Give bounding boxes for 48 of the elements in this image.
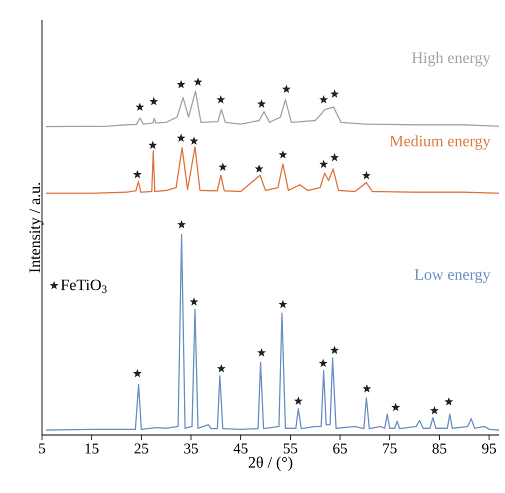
point (278, 150, 288, 159)
point (330, 153, 339, 162)
point (254, 164, 264, 173)
point (444, 397, 454, 406)
point (319, 95, 328, 104)
x-tick-label: 55 (284, 444, 298, 454)
point (148, 140, 158, 149)
point (318, 358, 328, 368)
x-tick-label: 45 (234, 444, 248, 454)
x-axis-title: 2θ / (°) (248, 456, 292, 471)
legend-label: FeTiO$_{3}$ (60, 280, 107, 293)
point (176, 80, 186, 88)
point (190, 136, 198, 145)
point (330, 346, 339, 354)
text: Medium energy (390, 135, 490, 150)
text: High energy (412, 52, 490, 66)
x-tick-label: 5 (39, 444, 46, 454)
x-tick-label: 85 (432, 444, 446, 454)
point (149, 96, 158, 106)
point (278, 300, 288, 308)
point (282, 84, 291, 93)
x-tick-label: 15 (86, 444, 99, 454)
text: Low energy (414, 269, 490, 284)
x-tick-label: 75 (383, 444, 397, 454)
point (194, 78, 202, 86)
point (216, 95, 226, 104)
x-tick-label: 35 (184, 444, 198, 454)
point (257, 348, 266, 356)
point (294, 396, 303, 405)
x-tick-label: 25 (134, 444, 148, 454)
point (257, 99, 266, 108)
point (362, 171, 371, 180)
point (177, 220, 186, 228)
point (330, 90, 339, 98)
point (133, 369, 142, 378)
point (430, 406, 439, 414)
y-axis-title: Intensity / a.u. (29, 182, 44, 273)
point (218, 162, 228, 171)
point (136, 102, 144, 111)
point (176, 134, 186, 142)
point (133, 170, 142, 178)
x-tick-label: 65 (333, 444, 347, 454)
point (319, 160, 328, 168)
x-tick-label: 95 (482, 444, 496, 454)
point (362, 384, 372, 392)
point (391, 402, 400, 412)
point (190, 297, 198, 306)
point (216, 364, 226, 372)
